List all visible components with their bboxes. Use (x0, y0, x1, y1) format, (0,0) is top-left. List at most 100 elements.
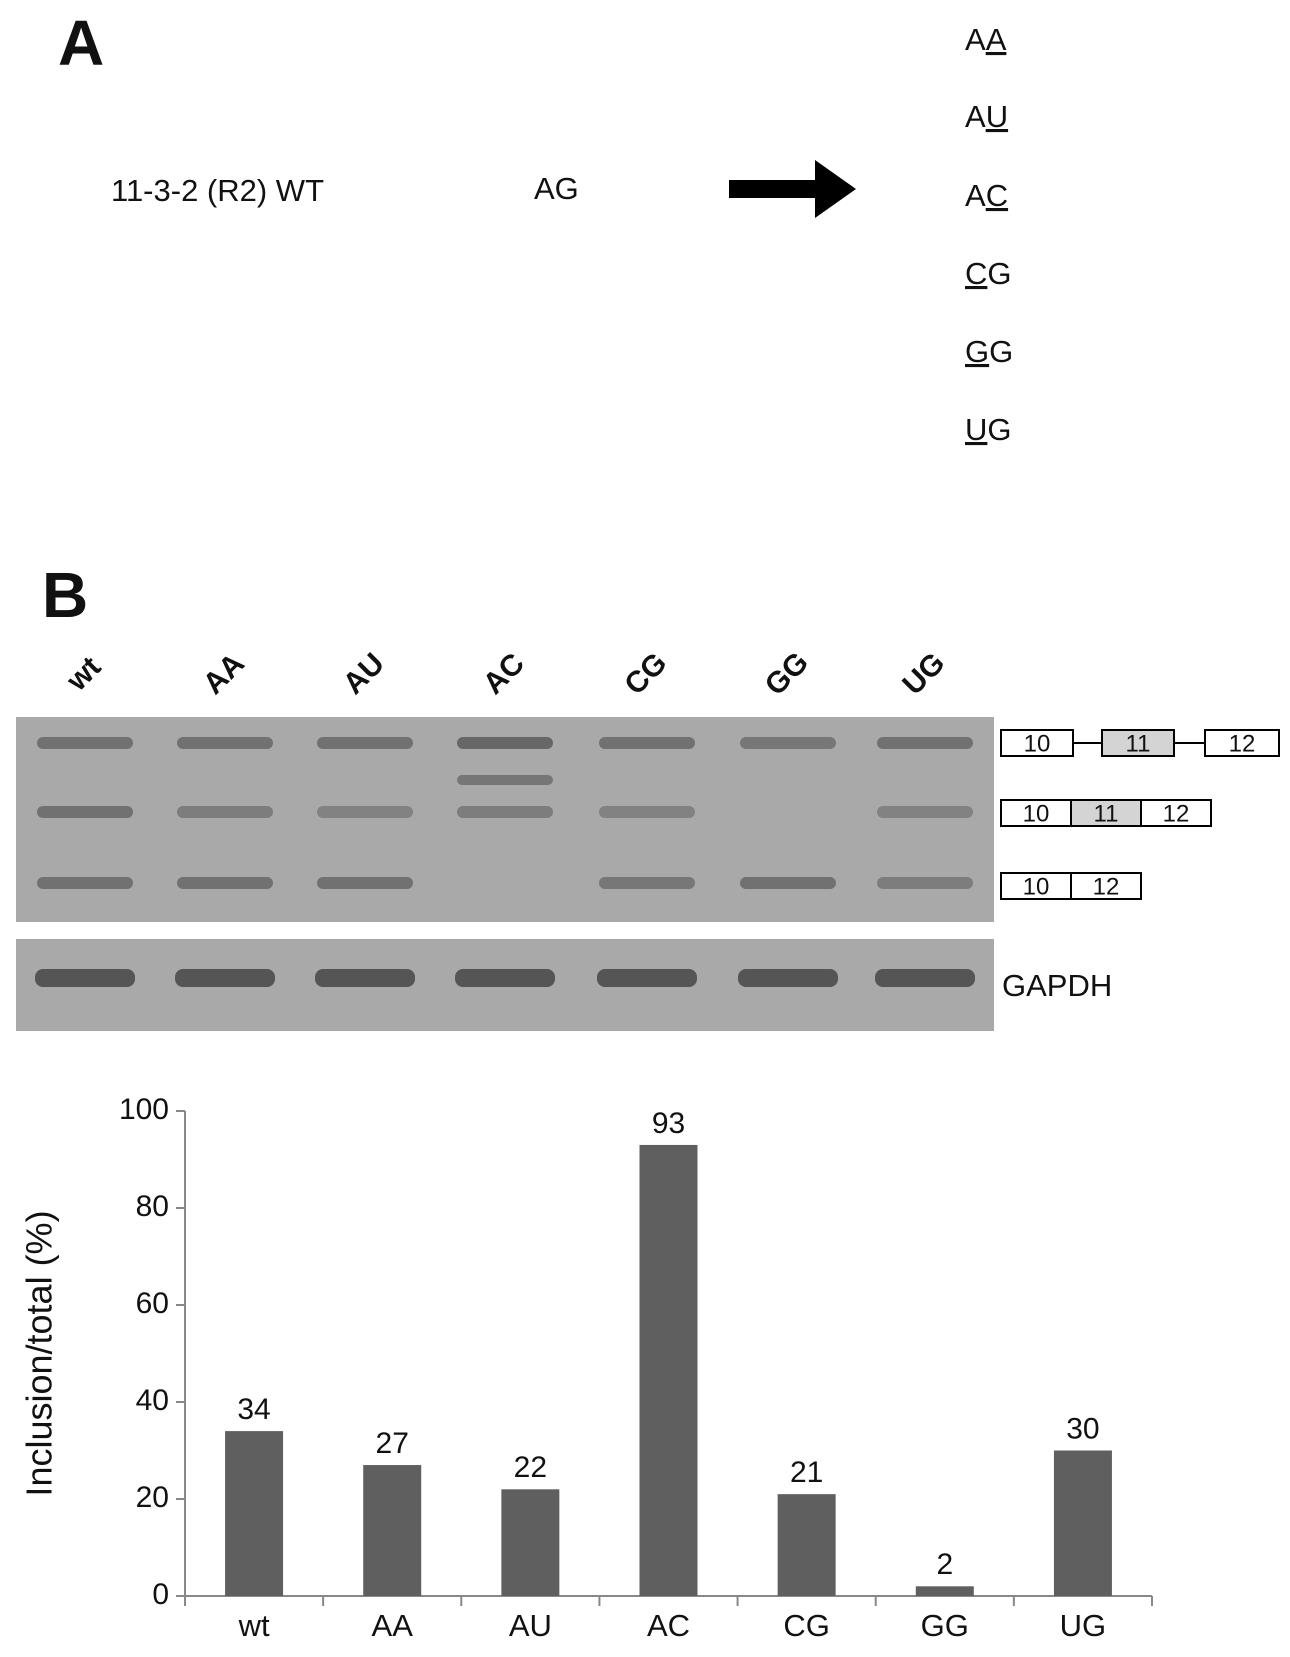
exon-label: 11 (1126, 730, 1151, 757)
mutated-base: G (965, 334, 989, 369)
y-tick-label: 0 (152, 1578, 169, 1611)
y-tick-label: 40 (136, 1384, 169, 1417)
value-label: 30 (1066, 1412, 1099, 1445)
mutant-sequence: GG (965, 334, 1013, 369)
gel-band (597, 969, 697, 987)
mutant-sequence: CG (965, 256, 1012, 291)
exon (1101, 729, 1175, 757)
mutated-base: U (965, 412, 987, 447)
y-tick-label: 80 (136, 1190, 169, 1223)
gel-band (599, 737, 695, 749)
wild-type-sequence: AG (534, 171, 579, 206)
x-tick-label: AC (647, 1608, 690, 1643)
x-tick-label: CG (783, 1608, 830, 1643)
gel-band (177, 737, 273, 749)
bar (225, 1431, 284, 1596)
exon (1140, 799, 1212, 827)
exon-label: 12 (1229, 730, 1256, 757)
gel-band (457, 806, 553, 818)
exon (1000, 729, 1074, 757)
gel-band (457, 775, 553, 785)
mutant-sequence: AU (965, 99, 1008, 134)
gel-band (315, 969, 415, 987)
gel-band (457, 737, 553, 749)
loading-control-label: GAPDH (1002, 968, 1112, 1003)
gel-band (738, 969, 838, 987)
gel-band (317, 877, 413, 889)
x-tick-label: UG (1060, 1608, 1107, 1643)
y-tick-label: 60 (136, 1287, 169, 1320)
construct-label: 11-3-2 (R2) WT (111, 173, 324, 208)
mutated-base: A (986, 22, 1007, 57)
value-label: 93 (652, 1107, 685, 1140)
bar (1053, 1450, 1112, 1596)
exon (1070, 872, 1142, 900)
gel-band (37, 737, 133, 749)
base: G (989, 334, 1013, 369)
gel-band (740, 737, 836, 749)
mutated-base: C (965, 256, 987, 291)
exon-label: 12 (1163, 800, 1190, 827)
panel-label: A (58, 7, 104, 79)
exon-label: 10 (1023, 800, 1050, 827)
exon-label: 10 (1024, 730, 1051, 757)
gel-band (35, 969, 135, 987)
base: A (965, 178, 986, 213)
exon-label: 12 (1093, 873, 1120, 900)
bar (639, 1144, 698, 1596)
value-label: 34 (237, 1393, 270, 1426)
gel-band (599, 877, 695, 889)
gel-band (37, 806, 133, 818)
gel-band (317, 737, 413, 749)
base: G (987, 412, 1011, 447)
lane-label: UG (896, 646, 951, 701)
value-label: 22 (514, 1451, 547, 1484)
mutant-sequence: AC (965, 178, 1008, 213)
exon (1000, 872, 1072, 900)
y-tick-label: 100 (119, 1093, 169, 1126)
lane-label: GG (759, 646, 815, 702)
panel-label: B (42, 559, 88, 631)
y-tick-label: 20 (136, 1481, 169, 1514)
value-label: 2 (936, 1548, 953, 1581)
gel-band (877, 737, 973, 749)
mutated-base: U (986, 99, 1008, 134)
lane-label: AC (477, 647, 531, 701)
exon (1204, 729, 1280, 757)
arrow (729, 160, 856, 218)
gel-band (740, 877, 836, 889)
value-label: 27 (376, 1427, 409, 1460)
lane-label: CG (618, 646, 673, 701)
base: G (987, 256, 1011, 291)
x-tick-label: AA (372, 1608, 414, 1643)
exon-label: 10 (1023, 873, 1050, 900)
mutant-sequence: UG (965, 412, 1012, 447)
bar (915, 1586, 974, 1596)
gel-band (875, 969, 975, 987)
lane-label: AA (197, 647, 251, 701)
x-tick-label: wt (238, 1608, 270, 1643)
gel-band (599, 806, 695, 818)
base: A (965, 22, 986, 57)
x-tick-label: GG (921, 1608, 969, 1643)
lane-label: AU (337, 647, 391, 701)
x-tick-label: AU (509, 1608, 552, 1643)
gel-band (37, 877, 133, 889)
gel-band (317, 806, 413, 818)
bar (363, 1465, 422, 1596)
gel-band (177, 806, 273, 818)
y-axis-label: Inclusion/total (%) (19, 1210, 60, 1496)
gel-band (177, 877, 273, 889)
gel-band (175, 969, 275, 987)
exon-label: 11 (1094, 800, 1119, 827)
mutant-sequence: AA (965, 22, 1007, 57)
bar (777, 1494, 836, 1596)
gel-band (877, 806, 973, 818)
value-label: 21 (790, 1456, 823, 1489)
mutated-base: C (986, 178, 1008, 213)
gel-band (455, 969, 555, 987)
gel-band (877, 877, 973, 889)
lane-label: wt (60, 650, 108, 698)
